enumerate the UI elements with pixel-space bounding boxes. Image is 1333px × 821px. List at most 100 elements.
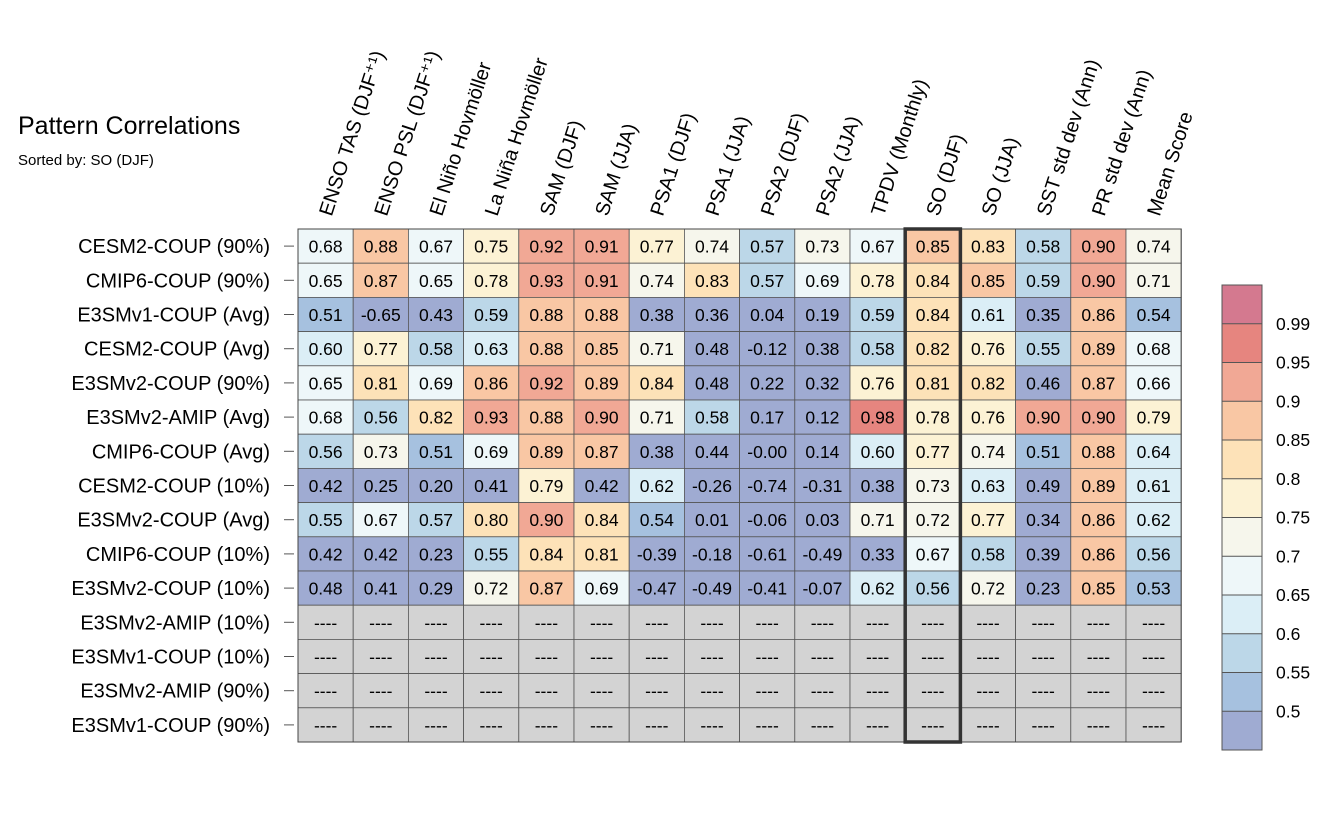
heatmap-cell <box>573 365 630 401</box>
colorbar-tick-label: 0.55 <box>1276 663 1310 683</box>
heatmap-cell <box>849 365 906 401</box>
heatmap-cell <box>1070 365 1127 401</box>
cell-value-label: 0.81 <box>585 544 619 564</box>
heatmap-cell <box>739 467 796 503</box>
cell-value-label: 0.74 <box>640 271 674 291</box>
cell-value-label: 0.90 <box>1081 271 1115 291</box>
cell-value-label: 0.58 <box>971 544 1005 564</box>
colorbar-segment <box>1222 633 1262 673</box>
row-label: E3SMv2-AMIP (Avg) <box>86 407 270 429</box>
row-label: CMIP6-COUP (90%) <box>86 270 270 292</box>
cell-value-label: 0.43 <box>419 305 453 325</box>
cell-value-label: 0.25 <box>364 476 398 496</box>
cell-value-label: ---- <box>921 613 944 633</box>
heatmap-cell <box>904 639 961 675</box>
heatmap-cell <box>1070 296 1127 332</box>
cell-value-label: 0.03 <box>805 510 839 530</box>
heatmap-cell <box>849 467 906 503</box>
cell-value-label: ---- <box>1087 681 1110 701</box>
colorbar-tick-label: 0.75 <box>1276 508 1310 528</box>
cell-value-label: 0.36 <box>695 305 729 325</box>
colorbar-segment <box>1222 440 1262 479</box>
heatmap-cell <box>1125 502 1182 538</box>
row-label: CESM2-COUP (Avg) <box>84 339 270 361</box>
colorbar-segment <box>1222 285 1262 324</box>
heatmap-cell <box>739 262 796 298</box>
cell-value-label: 0.51 <box>309 305 343 325</box>
cell-value-label: ---- <box>424 715 447 735</box>
heatmap-cell <box>518 433 575 469</box>
cell-value-label: ---- <box>976 715 999 735</box>
heatmap-cell <box>1125 570 1182 606</box>
cell-value-label: 0.72 <box>971 579 1005 599</box>
colorbar-segment <box>1222 362 1262 402</box>
cell-value-label: ---- <box>535 715 558 735</box>
cell-value-label: 0.60 <box>861 442 895 462</box>
cell-value-label: 0.83 <box>971 237 1005 257</box>
heatmap-cell <box>794 365 851 401</box>
heatmap-cell <box>518 467 575 503</box>
cell-value-label: 0.73 <box>916 476 950 496</box>
heatmap-cell <box>297 433 354 469</box>
cell-value-label: ---- <box>1142 613 1165 633</box>
heatmap-cell <box>573 399 630 435</box>
heatmap-cell <box>684 331 741 367</box>
cell-value-label: 0.74 <box>971 442 1005 462</box>
cell-value-label: -0.49 <box>802 544 842 564</box>
cell-value-label: 0.62 <box>640 476 674 496</box>
heatmap-cell <box>1015 433 1072 469</box>
cell-value-label: 0.77 <box>364 339 398 359</box>
heatmap-cell <box>1015 296 1072 332</box>
heatmap-cell <box>1015 399 1072 435</box>
cell-value-label: 0.68 <box>309 408 343 428</box>
heatmap-cell <box>352 262 409 298</box>
cell-value-label: 0.81 <box>364 373 398 393</box>
heatmap-cell <box>518 502 575 538</box>
heatmap-cell <box>463 673 520 709</box>
cell-value-label: -0.06 <box>747 510 787 530</box>
heatmap-cell <box>1125 365 1182 401</box>
heatmap-cell <box>960 331 1017 367</box>
cell-value-label: 0.88 <box>529 339 563 359</box>
cell-value-label: ---- <box>866 681 889 701</box>
cell-value-label: 0.98 <box>861 408 895 428</box>
cell-value-label: 0.69 <box>585 579 619 599</box>
cell-value-label: ---- <box>1087 715 1110 735</box>
heatmap-cell <box>463 707 520 743</box>
cell-value-label: 0.33 <box>861 544 895 564</box>
cell-value-label: 0.58 <box>695 408 729 428</box>
cell-value-label: ---- <box>921 681 944 701</box>
cell-value-label: -0.65 <box>361 305 401 325</box>
cell-value-label: 0.86 <box>1081 544 1115 564</box>
cell-value-label: ---- <box>866 647 889 667</box>
colorbar-segment <box>1222 556 1262 595</box>
cell-value-label: ---- <box>1142 681 1165 701</box>
cell-value-label: 0.82 <box>419 408 453 428</box>
cell-value-label: ---- <box>645 647 668 667</box>
cell-value-label: 0.66 <box>1137 373 1171 393</box>
cell-value-label: 0.89 <box>1081 339 1115 359</box>
cell-value-label: 0.85 <box>916 237 950 257</box>
cell-value-label: 0.90 <box>1081 237 1115 257</box>
cell-value-label: 0.65 <box>309 271 343 291</box>
cell-value-label: ---- <box>1032 715 1055 735</box>
cell-value-label: 0.49 <box>1026 476 1060 496</box>
row-label: E3SMv2-COUP (Avg) <box>77 510 270 532</box>
heatmap-cell <box>573 467 630 503</box>
column-label: PSA1 (JJA) <box>702 113 755 218</box>
cell-value-label: -0.00 <box>747 442 787 462</box>
cell-value-label: 0.64 <box>1137 442 1171 462</box>
heatmap-cell <box>794 228 851 264</box>
heatmap-cell <box>352 399 409 435</box>
cell-value-label: ---- <box>314 681 337 701</box>
cell-value-label: ---- <box>590 681 613 701</box>
cell-value-label: 0.58 <box>861 339 895 359</box>
heatmap-cell <box>904 262 961 298</box>
heatmap-cell <box>407 433 464 469</box>
heatmap-cell <box>407 502 464 538</box>
heatmap-cell <box>628 570 685 606</box>
cell-value-label: ---- <box>590 715 613 735</box>
heatmap-cell <box>904 536 961 572</box>
cell-value-label: 0.93 <box>529 271 563 291</box>
heatmap-cell <box>463 365 520 401</box>
